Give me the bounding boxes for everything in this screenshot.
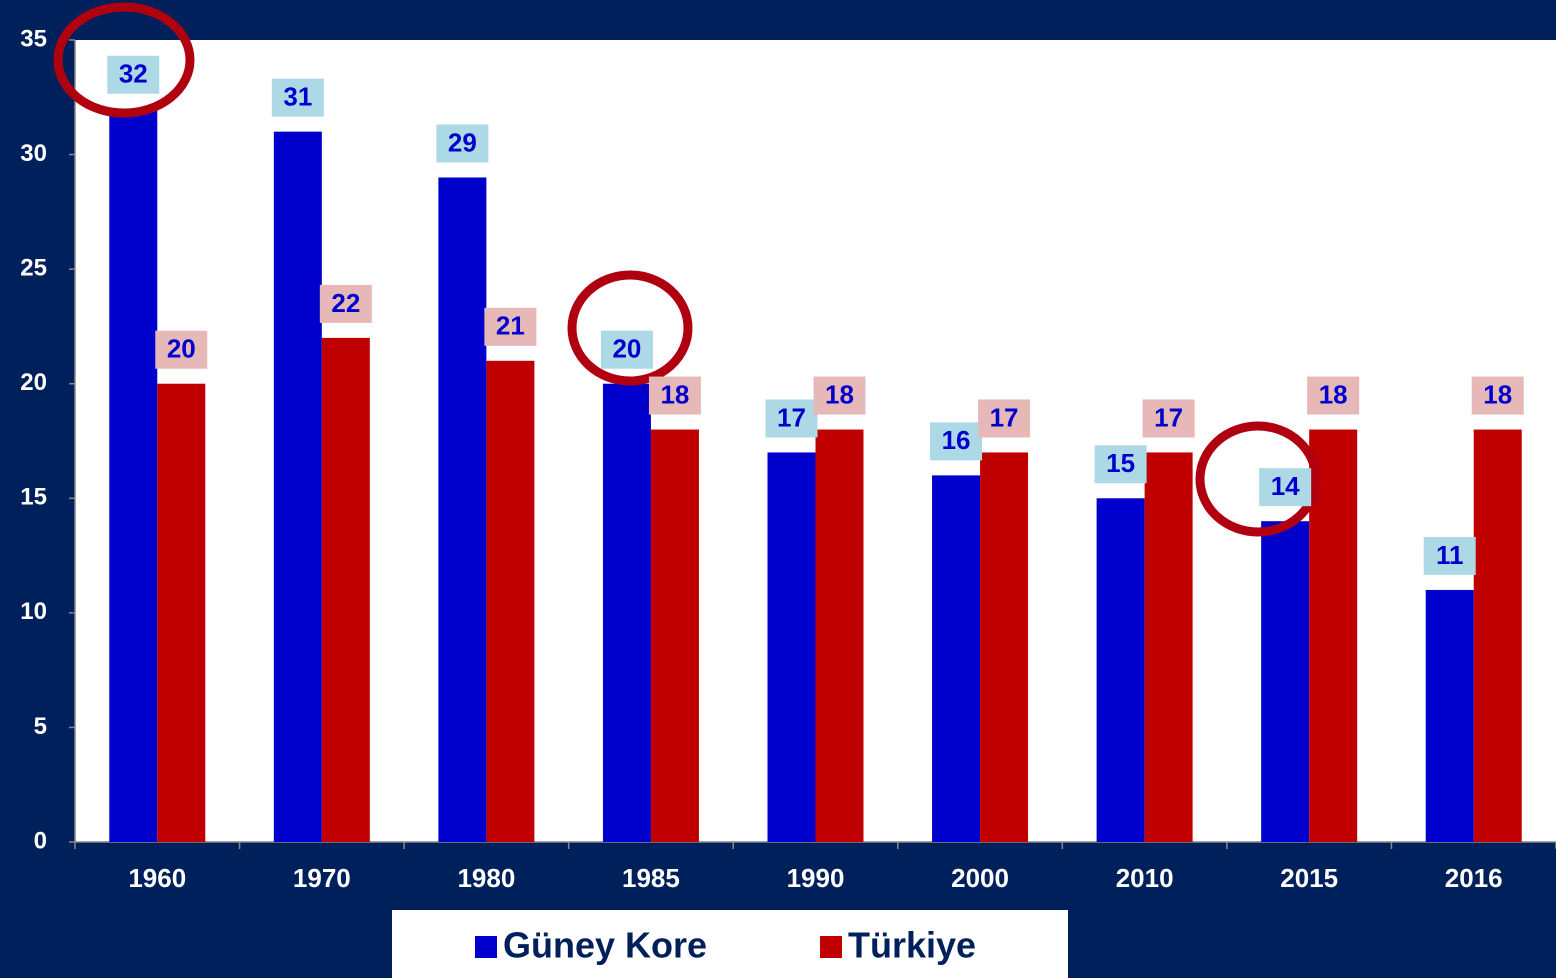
data-label-bg [930,422,983,461]
data-label-bg [813,376,866,415]
bar [1096,498,1145,842]
x-tick-label: 1985 [622,863,680,893]
data-label-bg [600,330,653,369]
x-tick-label: 2015 [1280,863,1338,893]
data-label: 29 [448,127,477,157]
legend-label: Güney Kore [503,925,707,966]
bar [1309,429,1358,842]
data-label-bg [1094,445,1147,484]
bar [815,429,864,842]
bar [1473,429,1522,842]
data-label: 18 [825,379,854,409]
data-label: 31 [283,82,312,112]
data-label-bg [484,307,537,346]
bar [109,108,158,842]
bar [1425,589,1474,842]
data-label: 17 [777,402,806,432]
data-label-bg [1259,468,1312,507]
highlight-circle [53,2,195,118]
y-tick-label: 0 [34,827,47,854]
bar [980,452,1029,842]
annotations [53,2,1321,537]
data-label: 16 [942,425,971,455]
x-tick-label: 2000 [951,863,1009,893]
legend-swatch [475,936,497,958]
x-tick-label: 1970 [293,863,351,893]
bar [1261,521,1310,842]
data-label: 20 [612,334,641,364]
marks [69,39,1556,849]
bar [321,337,370,842]
data-label: 17 [1154,402,1183,432]
x-tick-label: 1980 [457,863,515,893]
x-tick-label: 2016 [1445,863,1503,893]
data-label-bg [155,330,208,369]
bar [157,383,206,842]
bar [932,475,981,842]
legend-label: Türkiye [848,925,976,966]
data-label-bg [1471,376,1524,415]
data-label-bg [1307,376,1360,415]
data-label-bg [1142,399,1195,438]
data-label-bg [1423,536,1476,575]
y-tick-label: 5 [34,713,47,740]
data-label-bg [319,284,372,323]
data-label: 21 [496,311,525,341]
data-label-bg [648,376,701,415]
bar [273,131,322,842]
y-tick-label: 15 [20,484,47,511]
data-label: 17 [990,402,1019,432]
y-tick-label: 20 [20,369,47,396]
x-tick-label: 2010 [1116,863,1174,893]
bar [602,383,651,842]
data-label: 32 [119,59,148,89]
y-tick-label: 35 [20,25,47,52]
bar [1144,452,1193,842]
x-tick-label: 1990 [787,863,845,893]
data-label-bg [271,78,324,117]
bar [438,177,487,842]
data-label: 20 [167,334,196,364]
data-label: 18 [1319,379,1348,409]
data-label: 11 [1436,540,1464,570]
highlight-circle [567,270,693,386]
y-tick-label: 10 [20,598,47,625]
data-label: 14 [1271,471,1300,501]
data-label-bg [765,399,818,438]
legend-box [392,910,1068,978]
bar [486,360,535,842]
data-label: 22 [331,288,360,318]
data-label-bg [978,399,1031,438]
legend-swatch [820,936,842,958]
x-tick-label: 1960 [128,863,186,893]
bar [767,452,816,842]
data-label: 18 [1483,379,1512,409]
y-tick-label: 25 [20,254,47,281]
data-label-bg [107,55,160,94]
bar [650,429,699,842]
highlight-circle [1195,421,1321,537]
y-tick-label: 30 [20,140,47,167]
data-label: 18 [660,379,689,409]
data-label: 15 [1106,448,1135,478]
labels: 0 5 10 15 20 25 30 35 1960 32 20 1970 31 22 1980 29 21 19… [20,25,1524,966]
data-label-bg [436,124,489,163]
